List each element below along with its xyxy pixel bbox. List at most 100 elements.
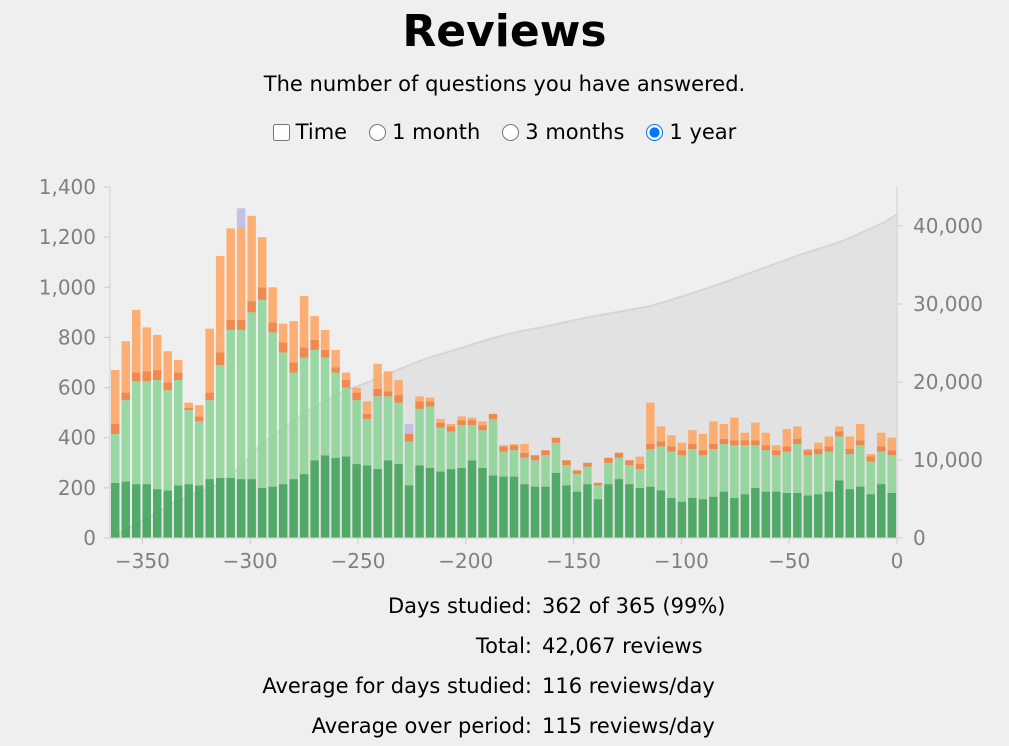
bar-learn — [698, 433, 708, 451]
bar-mature — [761, 491, 771, 538]
bar-young — [425, 406, 435, 468]
bar-young — [604, 462, 613, 485]
bar-filtered — [404, 423, 414, 434]
bar-stack — [604, 457, 613, 538]
bar-young — [404, 441, 414, 486]
range-radio-3-months[interactable] — [502, 123, 520, 141]
bar-stack — [415, 396, 424, 538]
bar-relearn — [383, 391, 393, 397]
bar-young — [635, 469, 645, 488]
bar-mature — [803, 495, 813, 538]
bar-young — [677, 455, 687, 502]
bar-relearn — [268, 322, 277, 333]
bar-learn — [772, 445, 781, 451]
bar-relearn — [394, 395, 403, 403]
bar-stack — [121, 341, 130, 538]
bar-stack — [877, 432, 886, 538]
bar-relearn — [194, 416, 204, 422]
bar-young — [394, 402, 403, 465]
bar-mature — [111, 482, 120, 538]
bar-relearn — [845, 449, 855, 455]
bar-young — [362, 418, 372, 466]
bar-young — [173, 380, 183, 486]
bar-learn — [289, 321, 298, 363]
bar-relearn — [614, 452, 624, 458]
bar-mature — [173, 485, 183, 538]
bar-learn — [194, 405, 204, 417]
bar-learn — [751, 422, 760, 441]
bar-learn — [446, 423, 456, 427]
bar-learn — [236, 227, 246, 320]
bar-mature — [614, 479, 624, 538]
bar-mature — [247, 479, 256, 538]
bar-learn — [856, 423, 865, 441]
bar-mature — [751, 487, 760, 538]
bar-relearn — [887, 450, 896, 456]
chart-subtitle: The number of questions you have answere… — [263, 72, 746, 96]
bar-stack — [320, 329, 330, 538]
stat-row-total: Total: 42,067 reviews — [0, 626, 1009, 666]
bar-stack — [299, 296, 309, 538]
bar-stack — [436, 418, 445, 538]
bar-young — [415, 408, 424, 466]
bar-young — [698, 455, 708, 500]
bar-stack — [205, 328, 214, 538]
bar-stack — [656, 426, 666, 538]
bar-relearn — [824, 446, 834, 452]
range-option-3-months[interactable]: 3 months — [502, 120, 624, 144]
bar-learn — [824, 436, 834, 447]
bar-mature — [772, 491, 781, 538]
bar-stack — [688, 430, 697, 538]
stat-value: 116 reviews/day — [542, 674, 715, 698]
bar-mature — [362, 465, 372, 538]
bar-mature — [740, 494, 750, 539]
bar-mature — [814, 494, 823, 539]
bar-mature — [835, 480, 844, 538]
range-radio-1-year[interactable] — [646, 123, 664, 141]
range-option-1-year[interactable]: 1 year — [646, 120, 736, 144]
bar-learn — [299, 296, 309, 348]
bar-learn — [163, 351, 172, 383]
bar-mature — [562, 485, 571, 538]
bar-young — [289, 372, 298, 480]
bar-mature — [457, 467, 466, 538]
bar-stack — [551, 437, 561, 538]
bar-young — [593, 485, 603, 500]
bar-stack — [247, 215, 256, 538]
bar-relearn — [362, 413, 372, 419]
range-controls: Time 1 month 3 months 1 year — [0, 120, 1009, 144]
bar-relearn — [772, 450, 781, 456]
bar-stack — [761, 432, 771, 538]
bar-mature — [845, 489, 855, 538]
bar-stack — [352, 387, 361, 538]
range-radio-1-month[interactable] — [369, 123, 387, 141]
bar-relearn — [467, 420, 477, 426]
bar-young — [247, 312, 256, 480]
bar-mature — [887, 492, 896, 538]
bar-learn — [373, 363, 382, 389]
bar-mature — [373, 469, 382, 538]
bar-mature — [635, 487, 645, 538]
bar-young — [730, 445, 739, 498]
range-option-1-month[interactable]: 1 month — [369, 120, 480, 144]
bar-mature — [488, 475, 498, 538]
bar-young — [499, 451, 508, 477]
time-toggle[interactable]: Time — [272, 120, 347, 144]
bar-learn — [310, 316, 319, 340]
time-checkbox[interactable] — [272, 123, 290, 141]
bar-mature — [467, 460, 477, 538]
bar-stack — [635, 456, 645, 538]
y2-tick-label: 0 — [913, 526, 926, 550]
bar-stack — [394, 380, 403, 538]
bar-learn — [152, 334, 162, 371]
y2-tick-label: 30,000 — [913, 292, 983, 316]
bar-stack — [383, 371, 393, 538]
x-tick-label: −350 — [115, 549, 170, 573]
range-label-1-year: 1 year — [669, 120, 737, 144]
bar-stack — [562, 460, 571, 538]
bar-stack — [278, 323, 288, 538]
stat-label: Average over period: — [311, 714, 532, 738]
bar-stack — [457, 416, 466, 538]
bar-stack — [446, 423, 456, 538]
bar-stack — [520, 443, 529, 538]
